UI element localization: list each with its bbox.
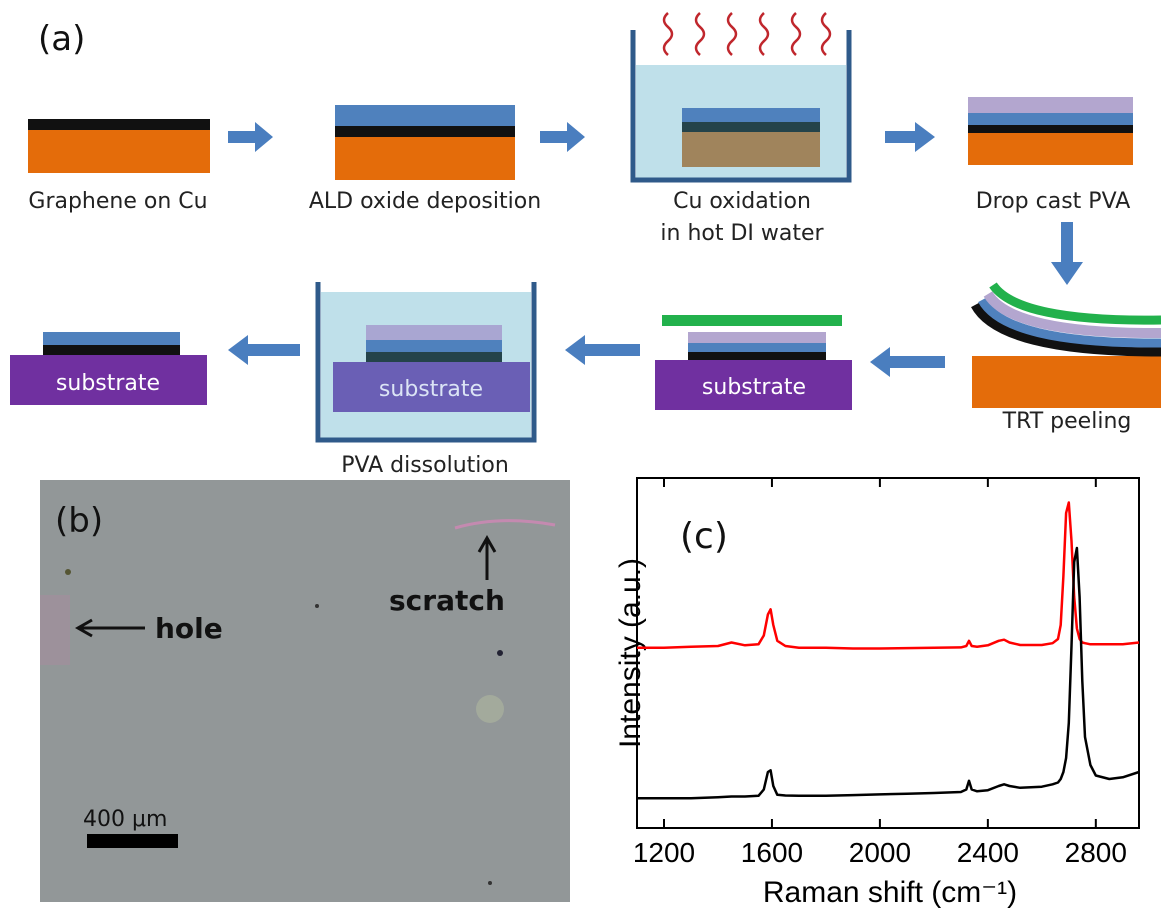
oxide-layer [366, 340, 502, 352]
pva-layer [688, 332, 826, 343]
graphene-layer [688, 352, 826, 360]
y-axis-label: Intensity (a.u.) [614, 558, 647, 748]
copper-layer [28, 130, 210, 173]
x-tick-label: 2000 [849, 837, 911, 868]
arrow [1051, 222, 1083, 285]
x-axis-label: Raman shift (cm⁻¹) [763, 876, 1017, 909]
particle [65, 569, 71, 575]
oxide-layer [43, 332, 180, 345]
step-trt [972, 285, 1161, 408]
oxide-layer [968, 113, 1133, 125]
particle [497, 650, 503, 656]
heat-waves [664, 13, 830, 55]
step-pva [968, 97, 1133, 165]
step-label: PVA dissolution [341, 453, 509, 478]
oxide-layer [682, 108, 820, 122]
graphene-layer [335, 126, 515, 137]
step-label: Cu oxidation [673, 189, 811, 214]
arrow [540, 122, 585, 152]
x-tick-label: 2400 [957, 837, 1019, 868]
pva-layer [366, 325, 502, 340]
scale-bar [87, 834, 178, 848]
copper-layer [968, 133, 1133, 165]
x-tick-label: 1600 [741, 837, 803, 868]
hole-region [40, 595, 70, 665]
panel-label: (c) [680, 516, 728, 557]
graphene-layer [28, 119, 210, 130]
step-label: ALD oxide deposition [309, 189, 541, 214]
oxidized-copper [682, 132, 820, 167]
substrate-label: substrate [56, 371, 160, 396]
pva-layer [968, 97, 1133, 113]
step-ald [335, 105, 515, 180]
step-label: Graphene on Cu [28, 189, 207, 214]
particle [315, 604, 319, 608]
graphene-layer [366, 352, 502, 362]
particle [476, 695, 504, 723]
substrate-label: substrate [702, 375, 806, 400]
scale-bar-label: 400 μm [83, 807, 167, 832]
arrow [228, 122, 273, 152]
x-tick-label: 1200 [633, 837, 695, 868]
arrow [228, 335, 300, 365]
substrate-label: substrate [379, 377, 483, 402]
figure: (a) Graphene on Cu ALD oxide deposition … [0, 0, 1161, 921]
step-graphene-on-cu [28, 119, 210, 173]
panel-label: (b) [55, 501, 103, 541]
graphene-layer [968, 125, 1133, 133]
panel-label: (a) [38, 19, 85, 59]
oxide-layer [688, 343, 826, 352]
graphene-layer [682, 122, 820, 132]
step-label: Drop cast PVA [976, 189, 1131, 214]
x-tick-label: 2800 [1065, 837, 1127, 868]
particle [488, 881, 492, 885]
arrow [565, 335, 640, 365]
step-label: in hot DI water [660, 221, 824, 246]
trt-layer [662, 315, 842, 326]
arrow [870, 347, 945, 377]
arrow [885, 122, 935, 152]
graphene-layer [43, 345, 180, 355]
copper-layer [335, 137, 515, 180]
beaker-hot-water [633, 13, 849, 180]
step-label: TRT peeling [1002, 409, 1132, 434]
oxide-layer [335, 105, 515, 126]
beaker-dissolution [318, 282, 534, 440]
annotation: scratch [389, 584, 505, 617]
annotation: hole [155, 612, 223, 645]
copper-layer [972, 356, 1161, 408]
